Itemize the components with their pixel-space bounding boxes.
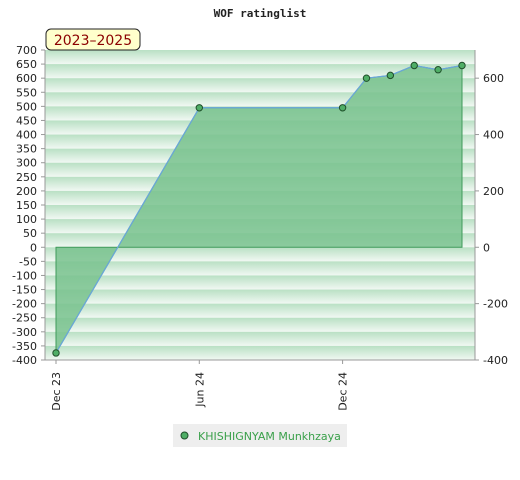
data-point <box>410 61 418 70</box>
y-tick-label-left: 550 <box>16 86 37 99</box>
y-axis-right: 600 400 200 0 -200 -400 <box>475 72 508 367</box>
grid-band <box>45 289 475 304</box>
y-tick-label-left: 450 <box>16 114 37 127</box>
y-tick-label-left: -200 <box>12 298 37 311</box>
area-layer <box>52 61 466 357</box>
y-tick-label-left: 50 <box>23 227 37 240</box>
y-tick-label-left: -350 <box>12 340 37 353</box>
data-point <box>458 61 466 70</box>
chart-title: WOF ratinglist <box>214 7 307 20</box>
data-point <box>434 66 442 74</box>
y-tick-label-right: 200 <box>483 185 504 198</box>
y-tick-label-left: 150 <box>16 199 37 212</box>
legend: KHISHIGNYAM Munkhzaya <box>173 424 347 447</box>
y-tick-label-left: 650 <box>16 58 37 71</box>
legend-marker <box>180 431 189 440</box>
y-tick-label-left: -250 <box>12 312 37 325</box>
grid-band <box>45 317 475 332</box>
series-line <box>55 64 463 354</box>
y-tick-label-left: 250 <box>16 171 37 184</box>
y-tick-label-right: 600 <box>483 72 504 85</box>
data-point <box>362 74 371 82</box>
grid-band <box>45 50 475 65</box>
y-tick-label-left: -150 <box>12 284 37 297</box>
y-tick-label-left: -100 <box>12 269 37 282</box>
y-tick-label-left: 500 <box>16 100 37 113</box>
y-tick-label-left: 300 <box>16 157 37 170</box>
period-badge: 2023–2025 <box>45 28 141 51</box>
x-tick-label: Jun 24 <box>193 372 206 408</box>
period-badge-label: 2023–2025 <box>54 33 132 49</box>
y-tick-label-left: 350 <box>16 143 37 156</box>
y-tick-label-left: 0 <box>30 241 37 254</box>
y-tick-label-right: -200 <box>483 298 508 311</box>
period-badge-bg <box>45 28 141 51</box>
y-tick-label-right: 0 <box>483 241 490 254</box>
grid-band <box>45 345 475 360</box>
data-point <box>52 349 60 357</box>
y-tick-label-left: 100 <box>16 213 37 226</box>
y-tick-label-left: 200 <box>16 185 37 198</box>
y-tick-label-left: -400 <box>12 354 37 367</box>
x-tick-label: Dec 23 <box>50 372 63 411</box>
data-point <box>386 71 395 80</box>
y-tick-label-left: 700 <box>16 44 37 57</box>
grid-band <box>45 303 475 318</box>
y-tick-label-left: 600 <box>16 72 37 85</box>
grid-band <box>45 261 475 276</box>
legend-box <box>173 424 347 447</box>
data-point <box>195 104 203 112</box>
y-tick-label-left: -300 <box>12 326 37 339</box>
grid-band <box>45 331 475 346</box>
y-tick-label-left: 400 <box>16 129 37 142</box>
data-point <box>338 104 347 112</box>
grid-band <box>45 275 475 290</box>
x-tick-label: Dec 24 <box>337 372 350 411</box>
y-tick-label-right: -400 <box>483 354 508 367</box>
y-axis-left: 7006506005505004504003503002502001501005… <box>12 44 45 367</box>
y-tick-label-right: 400 <box>483 129 504 142</box>
grid-band <box>45 247 475 262</box>
y-tick-label-left: -50 <box>19 255 37 268</box>
x-axis: Dec 23 Jun 24 Dec 24 <box>50 360 350 411</box>
legend-label: KHISHIGNYAM Munkhzaya <box>198 430 341 443</box>
